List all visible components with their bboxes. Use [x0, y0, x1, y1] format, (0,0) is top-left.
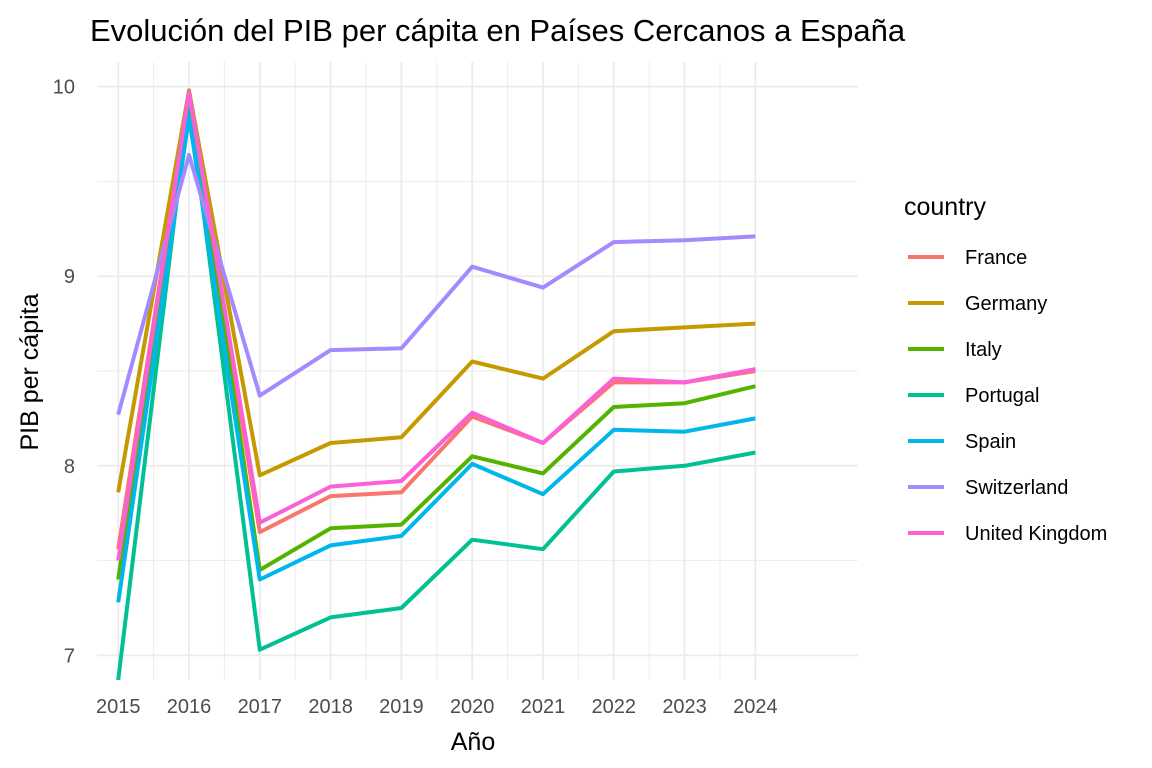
- y-tick-label: 8: [64, 456, 75, 478]
- x-tick-label: 2023: [662, 696, 707, 718]
- legend-label-spain: Spain: [965, 431, 1016, 453]
- legend-label-italy: Italy: [965, 339, 1002, 361]
- x-tick-label: 2017: [238, 696, 283, 718]
- legend-label-united-kingdom: United Kingdom: [965, 523, 1107, 545]
- y-tick-label: 9: [64, 266, 75, 288]
- x-axis-title: Año: [451, 728, 495, 756]
- x-tick-label: 2018: [308, 696, 353, 718]
- legend-label-switzerland: Switzerland: [965, 477, 1068, 499]
- legend-label-portugal: Portugal: [965, 385, 1040, 407]
- x-axis-ticks: 2015 2016 2017 2018 2019 2020 2021 2022 2023 2024: [96, 696, 778, 718]
- x-tick-label: 2016: [167, 696, 212, 718]
- series-line-spain: [116, 115, 756, 603]
- x-tick-label: 2019: [379, 696, 424, 718]
- x-tick-label: 2015: [96, 696, 141, 718]
- series-line-germany: [116, 88, 756, 493]
- series-lines: [116, 88, 756, 681]
- y-tick-label: 10: [53, 77, 75, 99]
- series-line-portugal: [116, 97, 756, 681]
- series-line-united-kingdom: [116, 90, 756, 561]
- x-tick-label: 2020: [450, 696, 495, 718]
- chart-title: Evolución del PIB per cápita en Países C…: [90, 13, 906, 48]
- legend-label-germany: Germany: [965, 293, 1047, 315]
- x-tick-label: 2022: [592, 696, 637, 718]
- series-line-switzerland: [116, 152, 756, 416]
- legend-label-france: France: [965, 247, 1027, 269]
- legend: country France Germany Italy Portugal Spain S…: [904, 193, 1107, 545]
- series-line-italy: [116, 90, 756, 580]
- x-tick-label: 2024: [733, 696, 778, 718]
- legend-title: country: [904, 193, 986, 221]
- y-axis-title: PIB per cápita: [16, 293, 44, 450]
- legend-items: France Germany Italy Portugal Spain Switzerla…: [908, 247, 1107, 545]
- y-axis-ticks: 7 8 9 10: [53, 77, 75, 668]
- y-tick-label: 7: [64, 645, 75, 667]
- x-tick-label: 2021: [521, 696, 566, 718]
